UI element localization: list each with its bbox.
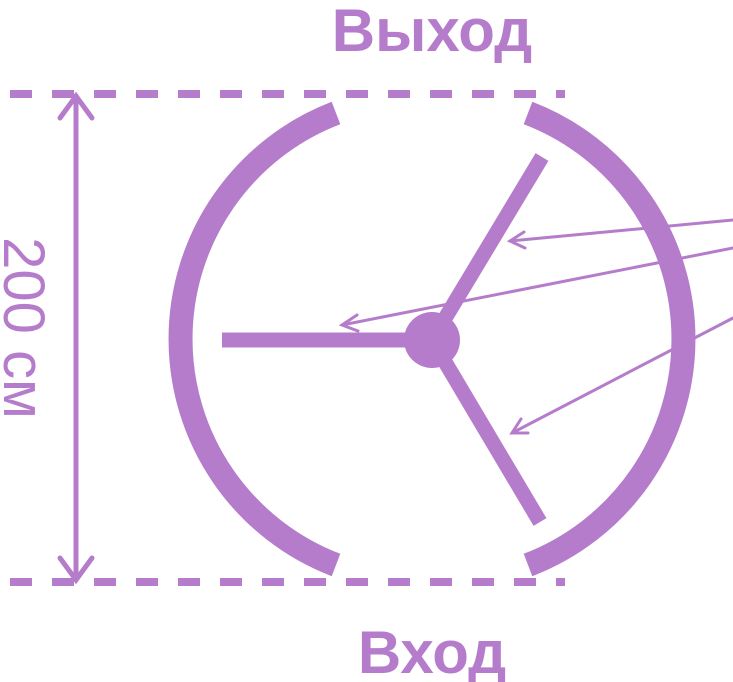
dimension-label: 200 см: [0, 237, 56, 419]
turnstile-hub: [404, 312, 460, 368]
exit-label: Выход: [332, 0, 532, 64]
entry-label: Вход: [358, 619, 506, 682]
dimension-arrow: [57, 91, 95, 585]
right-housing-arc: [523, 101, 696, 577]
pointer-lines: [338, 218, 733, 435]
left-housing-arc: [168, 101, 341, 577]
arm-lower: [425, 336, 547, 526]
turnstile-arms: [222, 153, 549, 526]
arm-upper: [425, 153, 549, 344]
